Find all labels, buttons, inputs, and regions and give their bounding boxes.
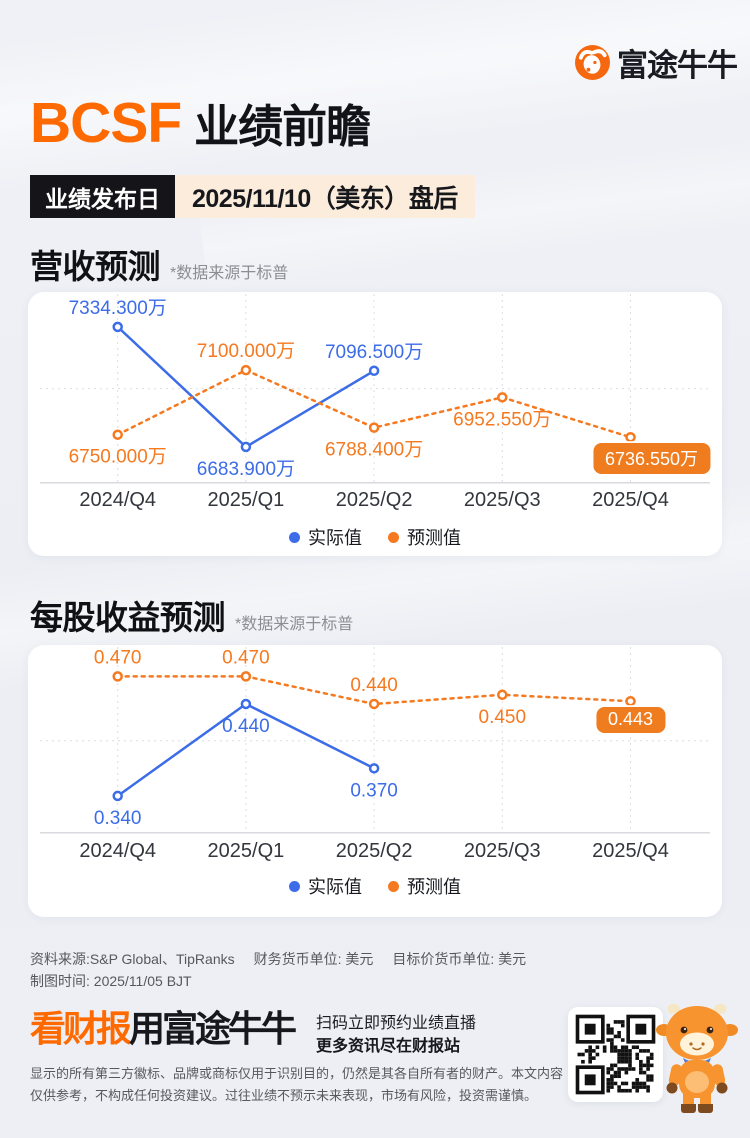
promo-line2: 更多资讯尽在财报站 — [316, 1038, 461, 1055]
data-point — [497, 392, 508, 403]
value-label: 6952.550万 — [453, 409, 551, 430]
data-point — [625, 695, 636, 707]
x-axis-label: 2025/Q1 — [208, 840, 285, 862]
data-source-row: 资料来源:S&P Global、TipRanks 财务货币单位: 美元 目标价货币单… — [30, 948, 545, 970]
page-title: BCSF 业绩前瞻 — [30, 90, 371, 156]
x-axis-label: 2025/Q3 — [464, 840, 541, 862]
revenue-chart: 7334.300万 6683.900万 7096.500万 6750.000万 7100… — [40, 294, 710, 511]
legend-item-actual: 实际值 — [289, 524, 362, 550]
x-axis-label: 2025/Q4 — [592, 489, 669, 511]
legend-label-forecast: 预测值 — [407, 528, 461, 548]
financial-currency-unit: 财务货币单位: 美元 — [253, 951, 374, 967]
value-label: 7334.300万 — [69, 298, 167, 319]
revenue-section-title: 营收预测 — [30, 248, 161, 285]
value-label: 0.340 — [94, 808, 142, 829]
legend-label-forecast: 预测值 — [407, 877, 461, 897]
x-axis-label: 2025/Q3 — [464, 489, 541, 511]
legend-dot-actual-icon — [289, 880, 300, 892]
data-point — [112, 671, 123, 682]
release-date-value: 2025/11/10（美东）盘后 — [175, 175, 475, 218]
legend-dot-actual-icon — [289, 531, 300, 543]
value-label: 7100.000万 — [197, 341, 295, 362]
ticker-symbol: BCSF — [30, 91, 182, 155]
legend-label-actual: 实际值 — [308, 528, 362, 548]
futu-mascot-illustration — [656, 1003, 738, 1113]
x-axis-label: 2025/Q2 — [336, 840, 413, 862]
promo-headline: 看财报用富途牛牛 — [30, 1006, 297, 1052]
promo-headline-rest: 用富途牛牛 — [129, 1008, 297, 1049]
release-date-label: 业绩发布日 — [30, 175, 175, 218]
data-point — [497, 689, 508, 701]
release-date-badge: 业绩发布日 2025/11/10（美东）盘后 — [30, 175, 475, 218]
qr-code-pattern — [575, 1014, 656, 1095]
x-axis-label: 2024/Q4 — [79, 840, 156, 862]
eps-chart: 0.340 0.440 0.370 0.470 0.470 0.440 0.450 2024/… — [40, 647, 710, 862]
target-price-currency-unit: 目标价货币单位: 美元 — [392, 951, 527, 967]
value-label: 6788.400万 — [325, 440, 423, 461]
value-label: 0.470 — [222, 647, 270, 668]
forecast-highlight-box: 0.443 — [595, 707, 666, 734]
x-axis-label: 2024/Q4 — [79, 489, 156, 511]
data-source: 资料来源:S&P Global、TipRanks — [30, 951, 235, 967]
data-point — [368, 698, 380, 710]
eps-section-title: 每股收益预测 — [30, 599, 226, 636]
x-axis-label: 2025/Q4 — [592, 840, 669, 862]
value-label: 6750.000万 — [69, 447, 167, 468]
legend-dot-forecast-icon — [388, 880, 399, 892]
disclaimer-text: 显示的所有第三方徽标、品牌或商标仅用于识别目的，仍然是其各自所有者的财产。本文内… — [30, 1066, 564, 1103]
promo-headline-accent: 看财报 — [30, 1008, 132, 1049]
chart-legend: 实际值 预测值 — [28, 873, 722, 899]
data-point — [112, 790, 123, 802]
value-label: 0.450 — [479, 707, 527, 728]
value-label: 0.370 — [350, 780, 398, 801]
futu-logo: 富途牛牛 — [575, 40, 738, 85]
legend-dot-forecast-icon — [388, 531, 399, 543]
qr-code — [568, 1007, 663, 1102]
data-point — [112, 429, 123, 440]
value-label: 0.440 — [350, 675, 398, 696]
value-label: 7096.500万 — [325, 342, 423, 363]
eps-section-header: 每股收益预测 *数据来源于标普 — [30, 591, 353, 639]
data-point — [240, 671, 252, 682]
legend-item-actual: 实际值 — [289, 873, 362, 899]
data-point — [240, 698, 252, 710]
eps-source-note: *数据来源于标普 — [235, 616, 354, 633]
promo-line1: 扫码立即预约业绩直播 — [316, 1015, 477, 1032]
revenue-source-note: *数据来源于标普 — [170, 265, 289, 282]
x-axis-label: 2025/Q1 — [208, 489, 285, 511]
data-point — [368, 422, 380, 433]
value-label: 0.470 — [94, 647, 142, 668]
chart-time: 制图时间: 2025/11/05 BJT — [30, 973, 192, 989]
title-suffix: 业绩前瞻 — [194, 101, 371, 152]
forecast-highlight-box: 6736.550万 — [592, 443, 711, 475]
promo-lines: 扫码立即预约业绩直播 更多资讯尽在财报站 — [316, 1012, 476, 1058]
revenue-chart-card: 7334.300万 6683.900万 7096.500万 6750.000万 7100… — [28, 292, 722, 556]
footer-info: 资料来源:S&P Global、TipRanks 财务货币单位: 美元 目标价货币单… — [30, 948, 545, 992]
legend-label-actual: 实际值 — [308, 877, 362, 897]
data-point — [368, 763, 380, 774]
eps-chart-card: 0.340 0.440 0.370 0.470 0.470 0.440 0.450 2024/… — [28, 645, 722, 917]
legend-item-forecast: 预测值 — [388, 524, 461, 550]
data-point — [240, 364, 252, 376]
data-point — [368, 365, 380, 377]
chart-time-row: 制图时间: 2025/11/05 BJT — [30, 970, 545, 992]
data-point — [625, 431, 636, 443]
data-point — [240, 441, 252, 453]
data-point — [112, 321, 123, 333]
revenue-section-header: 营收预测 *数据来源于标普 — [30, 240, 288, 288]
value-label: 0.440 — [222, 716, 270, 737]
value-label: 6683.900万 — [197, 459, 295, 480]
logo-text: 富途牛牛 — [617, 48, 738, 83]
chart-legend: 实际值 预测值 — [28, 524, 722, 550]
futu-bull-logo-icon — [575, 45, 610, 80]
legend-item-forecast: 预测值 — [388, 873, 461, 899]
x-axis-label: 2025/Q2 — [336, 489, 413, 511]
